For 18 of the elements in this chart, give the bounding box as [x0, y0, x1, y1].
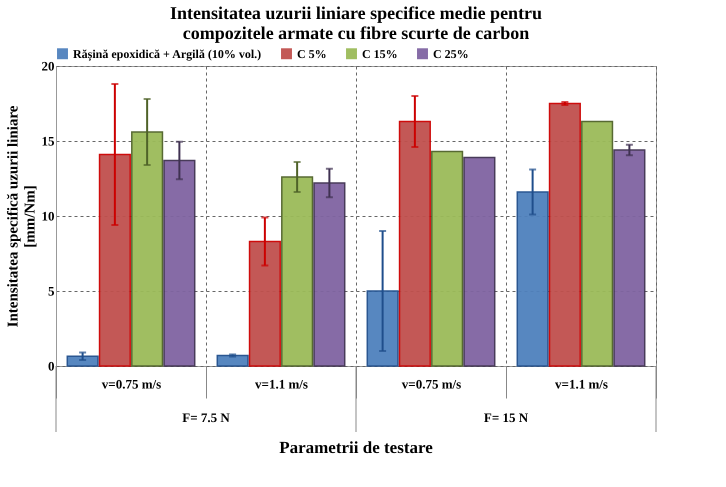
x-tick-label: v=0.75 m/s [102, 376, 162, 392]
y-tick-label: 15 [42, 134, 55, 148]
y-tick-label: 20 [42, 58, 54, 74]
text: F= 15 N [484, 410, 529, 425]
text: F= 7.5 N [182, 410, 230, 425]
legend-label: C 5% [297, 46, 327, 61]
x-axis-title: Parametrii de testare [279, 438, 434, 457]
x-tick-label: v=1.1 m/s [255, 376, 308, 392]
x-tick-label: v=1.1 m/s [555, 376, 608, 392]
y-tick-label: 5 [48, 284, 55, 298]
chart-title: Intensitatea uzurii liniare specifice medie pentru compozitele armate cu fibre scurte de carbon [170, 3, 542, 43]
y-tick-label: 10 [42, 208, 54, 224]
legend-label: C 25% [433, 46, 469, 61]
legend-label: Rășină epoxidică + Argilă (10% vol.) [73, 46, 262, 62]
legend-label: C 15% [362, 46, 398, 61]
y-axis-title: Intensitatea specifică uzurii liniare [mm/Nm] [6, 105, 38, 328]
y-tick-label: 0 [48, 358, 54, 374]
x-tick-label: v=0.75 m/s [402, 376, 462, 392]
